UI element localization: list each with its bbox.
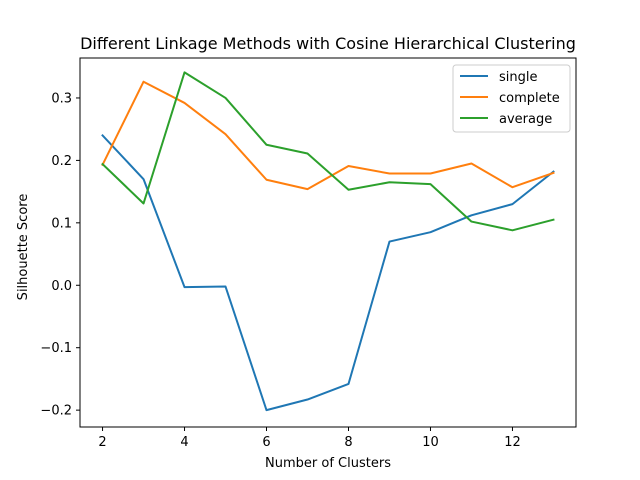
y-tick-label: −0.2 xyxy=(40,404,72,419)
x-tick-label: 12 xyxy=(504,435,521,450)
series-line-single xyxy=(101,134,555,412)
series-line-complete xyxy=(101,80,555,191)
x-tick-label: 8 xyxy=(344,435,352,450)
y-tick-label: 0.1 xyxy=(51,216,72,231)
chart-title: Different Linkage Methods with Cosine Hi… xyxy=(80,34,576,53)
legend: single complete average xyxy=(452,64,571,133)
x-tick-label: 10 xyxy=(422,435,439,450)
legend-box xyxy=(452,64,571,133)
legend-label-complete: complete xyxy=(499,91,560,106)
x-tick-label: 4 xyxy=(180,435,188,450)
y-tick-label: 0.2 xyxy=(51,154,72,169)
series-line-average xyxy=(101,71,555,232)
axes-frame xyxy=(79,57,577,428)
y-tick-label: 0.3 xyxy=(51,91,72,106)
legend-label-single: single xyxy=(499,70,538,85)
y-tick-label: −0.1 xyxy=(40,341,72,356)
x-tick-label: 2 xyxy=(98,435,106,450)
plot-area: 2 4 6 8 10 12 −0.2 −0.1 0.0 0.1 0.2 0.3 xyxy=(40,57,577,450)
x-tick-label: 6 xyxy=(262,435,270,450)
legend-label-average: average xyxy=(499,112,552,127)
y-axis-title: Silhouette Score xyxy=(16,194,31,301)
y-tick-label: 0.0 xyxy=(51,279,72,294)
x-axis-title: Number of Clusters xyxy=(265,456,391,471)
